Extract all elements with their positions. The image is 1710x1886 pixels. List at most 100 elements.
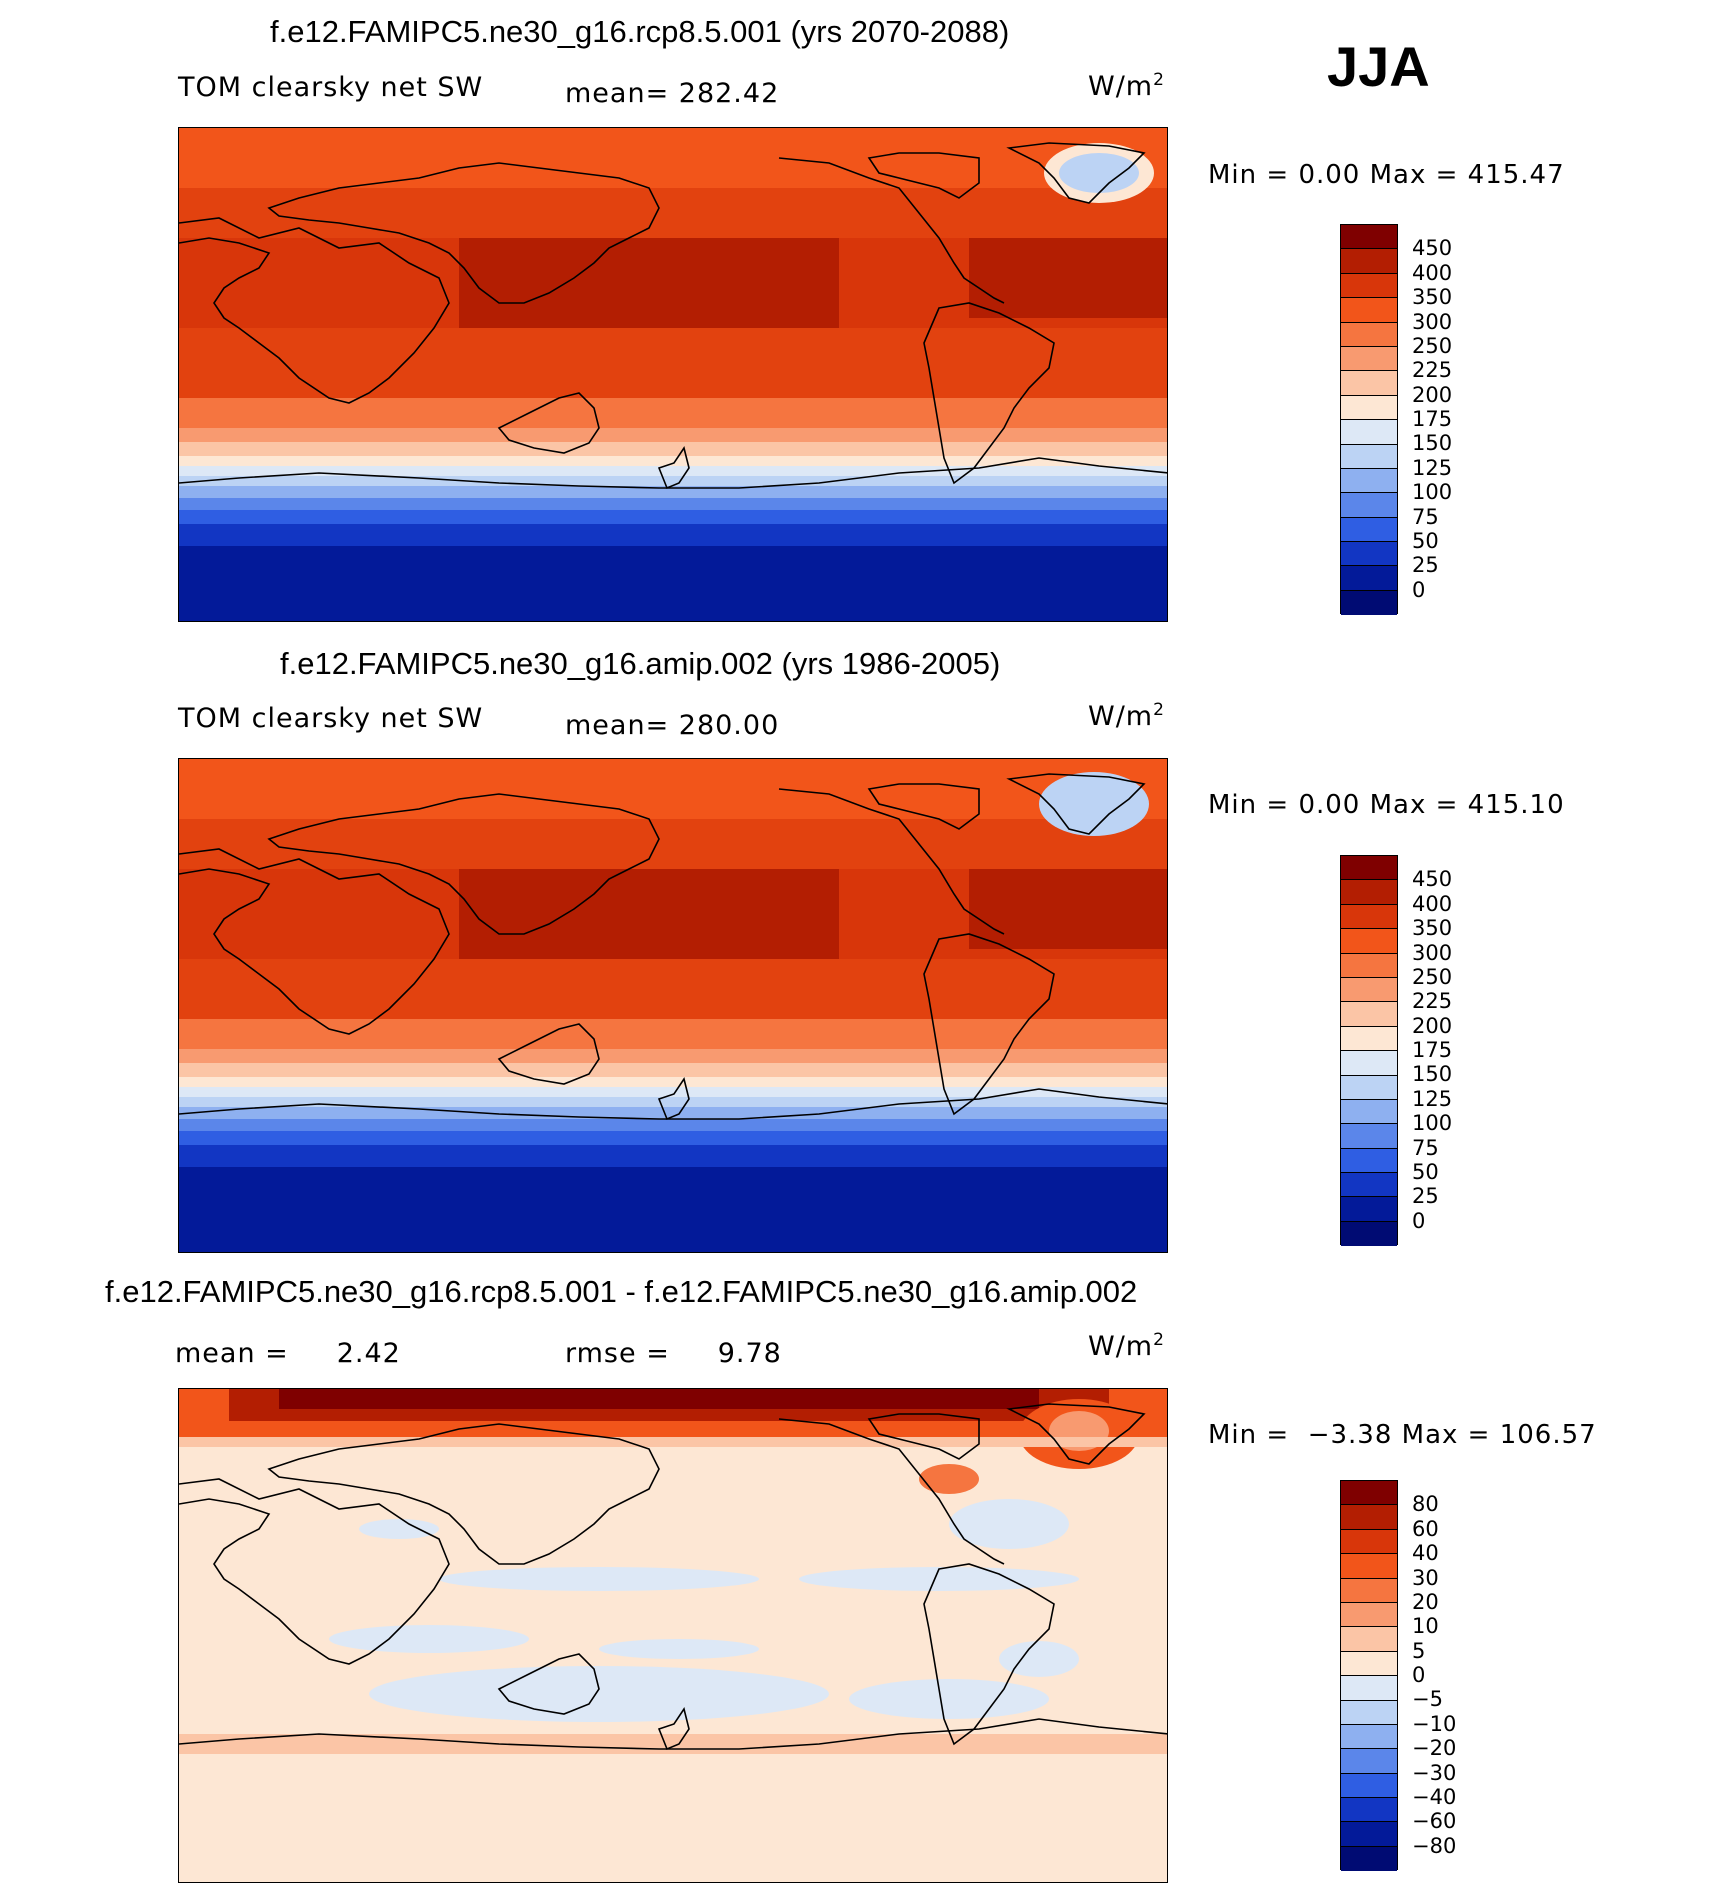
- colorbar-tick-label: 450: [1412, 867, 1453, 892]
- season-label: JJA: [1327, 35, 1430, 98]
- colorbar-tick-label: 150: [1412, 431, 1453, 456]
- colorbar-tick-label: 75: [1412, 1135, 1439, 1160]
- colorbar-tick-label: 5: [1412, 1638, 1426, 1663]
- colorbar-tick-label: 0: [1412, 577, 1426, 602]
- colorbar-tick-label: −10: [1412, 1711, 1457, 1736]
- panel-3-colorbar-swatches: [1340, 1480, 1398, 1872]
- colorbar-swatch: [1341, 468, 1397, 494]
- colorbar-tick-label: −30: [1412, 1760, 1457, 1785]
- colorbar-swatch: [1341, 346, 1397, 372]
- colorbar-swatch: [1341, 1724, 1397, 1750]
- colorbar-swatch: [1341, 493, 1397, 518]
- panel-3-units: W/m2: [1088, 1330, 1165, 1362]
- colorbar-swatch: [1341, 1627, 1397, 1652]
- colorbar-swatch: [1341, 273, 1397, 299]
- panel-2-variable-label: TOM clearsky net SW: [178, 703, 484, 734]
- colorbar-tick-label: 200: [1412, 1013, 1453, 1038]
- colorbar-tick-label: −40: [1412, 1784, 1457, 1809]
- colorbar-swatch: [1341, 1578, 1397, 1603]
- colorbar-swatch: [1341, 1173, 1397, 1198]
- colorbar-swatch: [1341, 1026, 1397, 1052]
- colorbar-swatch: [1341, 371, 1397, 396]
- colorbar-swatch: [1341, 929, 1397, 954]
- colorbar-tick-label: 350: [1412, 916, 1453, 941]
- colorbar-swatch: [1341, 1700, 1397, 1725]
- colorbar-swatch: [1341, 1124, 1397, 1149]
- colorbar-tick-label: 400: [1412, 260, 1453, 285]
- colorbar-swatch: [1341, 1481, 1397, 1506]
- colorbar-tick-label: 100: [1412, 1111, 1453, 1136]
- colorbar-swatch: [1341, 1002, 1397, 1027]
- colorbar-swatch: [1341, 953, 1397, 978]
- panel-2-map-field: [179, 759, 1167, 1252]
- colorbar-tick-label: 0: [1412, 1663, 1426, 1687]
- panel-3-min-max: Min = −3.38 Max = 106.57: [1208, 1420, 1597, 1450]
- colorbar-swatch: [1341, 249, 1397, 274]
- colorbar-swatch: [1341, 322, 1397, 347]
- colorbar-swatch: [1341, 225, 1397, 250]
- panel-2-mean-label: mean= 280.00: [565, 710, 780, 741]
- panel-2-min-max: Min = 0.00 Max = 415.10: [1208, 790, 1565, 820]
- panel-1-colorbar-swatches: [1340, 224, 1398, 616]
- colorbar-tick-label: 50: [1412, 1159, 1439, 1184]
- colorbar-tick-label: −60: [1412, 1809, 1457, 1834]
- colorbar-tick-label: 300: [1412, 309, 1453, 334]
- colorbar-swatch: [1341, 1749, 1397, 1774]
- panel-1-map: [178, 127, 1168, 622]
- colorbar-swatch: [1341, 1051, 1397, 1076]
- colorbar-tick-label: 40: [1412, 1541, 1439, 1566]
- colorbar-swatch: [1341, 1822, 1397, 1847]
- colorbar-swatch: [1341, 420, 1397, 445]
- colorbar-tick-label: 250: [1412, 333, 1453, 358]
- colorbar-swatch: [1341, 880, 1397, 905]
- colorbar-tick-label: 125: [1412, 1086, 1453, 1111]
- colorbar-tick-label: 175: [1412, 1038, 1453, 1062]
- colorbar-tick-label: 25: [1412, 553, 1439, 578]
- colorbar-swatch: [1341, 444, 1397, 469]
- colorbar-swatch: [1341, 1798, 1397, 1823]
- colorbar-tick-label: 150: [1412, 1062, 1453, 1087]
- panel-3-title: f.e12.FAMIPC5.ne30_g16.rcp8.5.001 - f.e1…: [105, 1274, 1138, 1309]
- colorbar-swatch: [1341, 1197, 1397, 1222]
- colorbar-swatch: [1341, 1529, 1397, 1555]
- panel-1-units: W/m2: [1088, 70, 1165, 102]
- colorbar-swatch: [1341, 542, 1397, 567]
- colorbar-swatch: [1341, 1676, 1397, 1701]
- colorbar-swatch: [1341, 1651, 1397, 1677]
- colorbar-tick-label: 225: [1412, 989, 1453, 1014]
- panel-2-title: f.e12.FAMIPC5.ne30_g16.amip.002 (yrs 198…: [280, 646, 1001, 681]
- colorbar-tick-label: 200: [1412, 382, 1453, 407]
- colorbar-tick-label: −20: [1412, 1736, 1457, 1761]
- colorbar-tick-label: 30: [1412, 1565, 1439, 1590]
- colorbar-tick-label: 450: [1412, 236, 1453, 261]
- panel-1-map-field: [179, 128, 1167, 621]
- panel-1-min-max: Min = 0.00 Max = 415.47: [1208, 160, 1565, 190]
- colorbar-tick-label: 300: [1412, 940, 1453, 965]
- panel-1-title: f.e12.FAMIPC5.ne30_g16.rcp8.5.001 (yrs 2…: [270, 14, 1010, 49]
- colorbar-tick-label: 60: [1412, 1516, 1439, 1541]
- panel-1-variable-label: TOM clearsky net SW: [178, 72, 484, 103]
- colorbar-swatch: [1341, 517, 1397, 543]
- colorbar-tick-label: 75: [1412, 504, 1439, 529]
- panel-2-colorbar-swatches: [1340, 855, 1398, 1247]
- colorbar-tick-label: 80: [1412, 1492, 1439, 1517]
- colorbar-swatch: [1341, 977, 1397, 1003]
- colorbar-swatch: [1341, 904, 1397, 930]
- colorbar-tick-label: 350: [1412, 285, 1453, 310]
- colorbar-tick-label: 175: [1412, 407, 1453, 431]
- colorbar-tick-label: 25: [1412, 1184, 1439, 1209]
- panel-3-map-field: [179, 1389, 1167, 1882]
- colorbar-tick-label: 100: [1412, 480, 1453, 505]
- colorbar-swatch: [1341, 1099, 1397, 1125]
- colorbar-tick-label: 225: [1412, 358, 1453, 383]
- colorbar-swatch: [1341, 1075, 1397, 1100]
- colorbar-swatch: [1341, 1148, 1397, 1174]
- colorbar-swatch: [1341, 566, 1397, 591]
- colorbar-swatch: [1341, 590, 1397, 616]
- colorbar-tick-label: 20: [1412, 1589, 1439, 1614]
- colorbar-swatch: [1341, 395, 1397, 421]
- colorbar-tick-label: 250: [1412, 964, 1453, 989]
- panel-3-mean-label: mean = 2.42: [175, 1338, 401, 1369]
- panel-3-rmse-label: rmse = 9.78: [565, 1338, 782, 1369]
- colorbar-tick-label: 10: [1412, 1614, 1439, 1639]
